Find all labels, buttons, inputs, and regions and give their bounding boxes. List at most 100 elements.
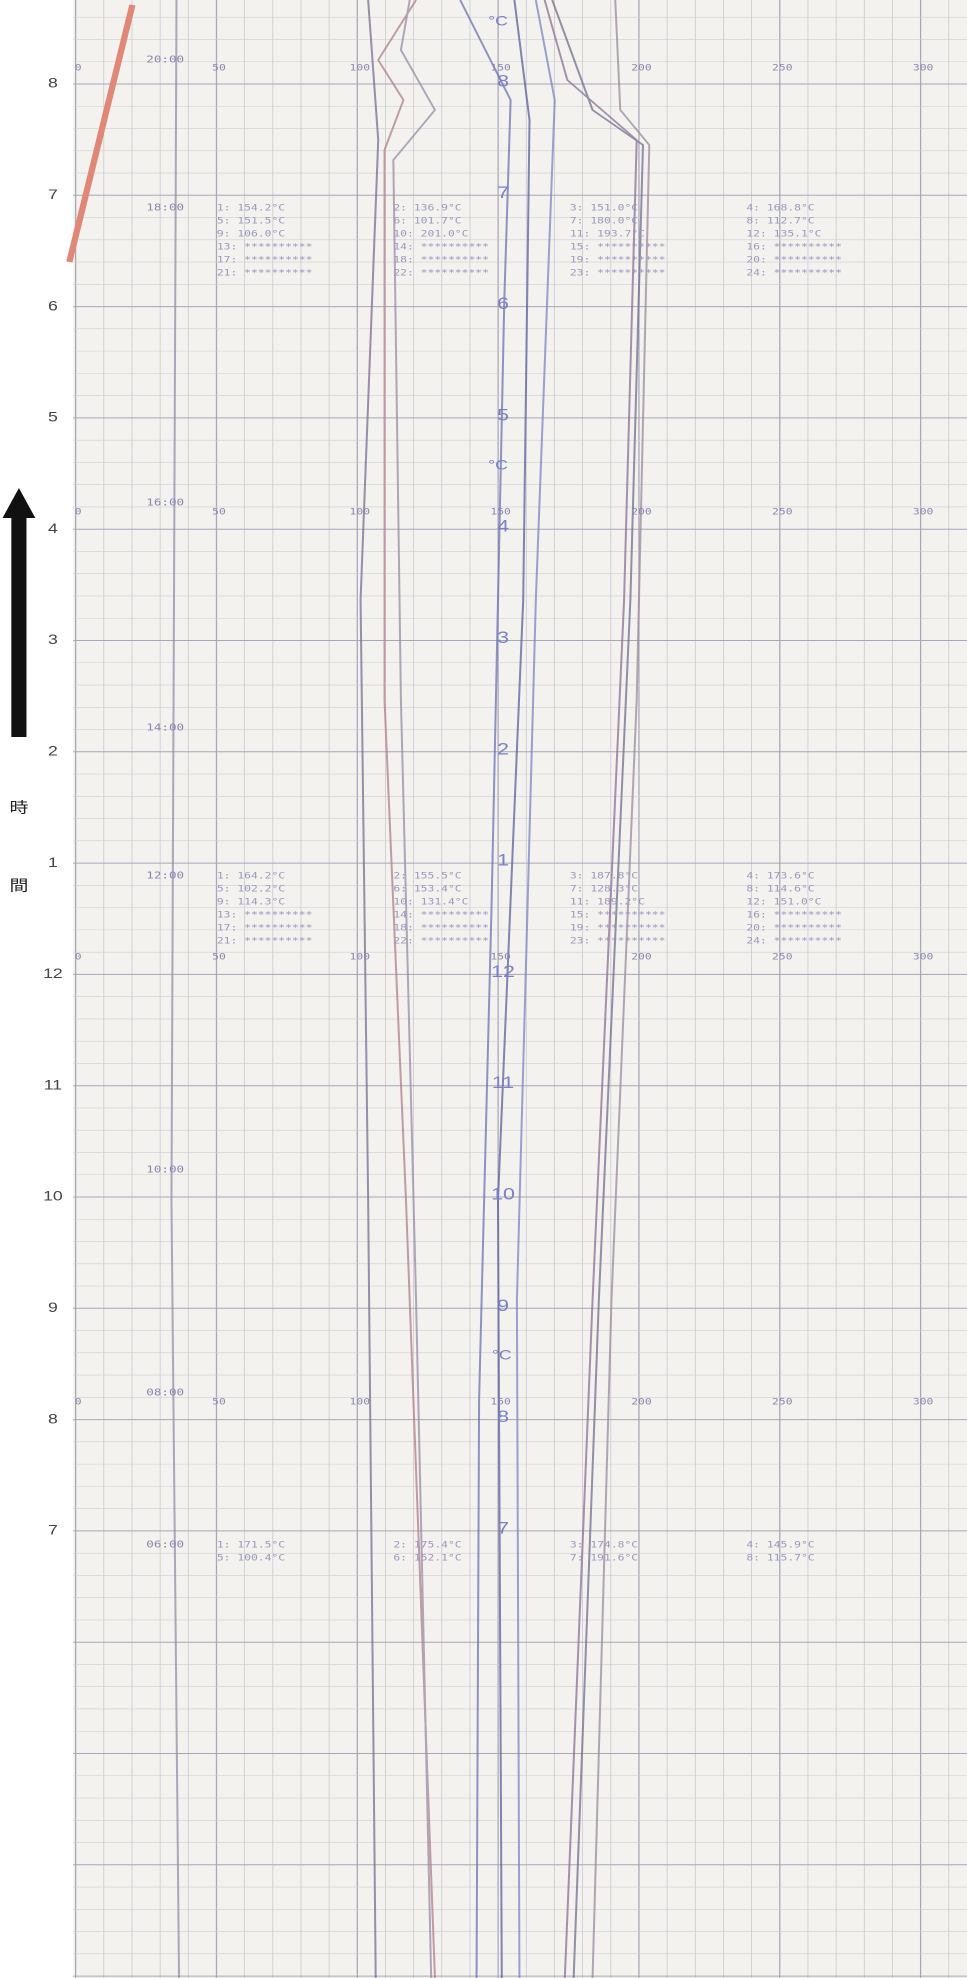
hour-label: 2: [48, 744, 58, 759]
reading: 14: **********: [393, 910, 489, 921]
unit-label: °C: [492, 1348, 512, 1363]
scale-label: 100: [350, 952, 370, 963]
reading: 9: 106.0°C: [217, 229, 285, 240]
scale-label: 100: [350, 507, 370, 518]
red-marker: [66, 4, 136, 263]
reading: 2: 155.5°C: [393, 871, 461, 882]
trace: [359, 0, 380, 1978]
scale-label: 200: [631, 952, 651, 963]
reading: 7: 191.6°C: [570, 1553, 638, 1564]
hour-label: 4: [48, 521, 58, 536]
reading: 2: 136.9°C: [393, 203, 461, 214]
reading: 17: **********: [217, 923, 313, 934]
chart-hour: 3: [497, 628, 509, 647]
reading: 13: **********: [217, 242, 313, 253]
hour-label: 12: [43, 967, 63, 982]
scale-label: 150: [490, 507, 510, 518]
trace: [459, 0, 512, 1978]
reading: 7: 180.0°C: [570, 216, 638, 227]
traces: [170, 0, 651, 1978]
reading: 16: **********: [746, 910, 842, 921]
scale-label: 50: [212, 1397, 226, 1408]
hour-label: 10: [43, 1189, 63, 1204]
reading: 6: 152.1°C: [393, 1553, 461, 1564]
reading: 12: 135.1°C: [746, 229, 821, 240]
trace: [515, 0, 556, 1978]
scale-label: 300: [913, 952, 933, 963]
reading: 17: **********: [217, 255, 313, 266]
chart-hour: 5: [497, 405, 509, 424]
reading: 15: **********: [570, 242, 666, 253]
reading: 21: **********: [217, 936, 313, 947]
reading: 19: **********: [570, 255, 666, 266]
reading: 15: **********: [570, 910, 666, 921]
chart-hour: 4: [497, 517, 509, 536]
scale-label: 200: [631, 63, 651, 74]
time-stamp: 08:00: [146, 1386, 184, 1398]
hour-label: 7: [48, 188, 58, 203]
scale-label: 0: [75, 952, 82, 963]
reading: 23: **********: [570, 268, 666, 279]
reading: 8: 114.6°C: [746, 884, 814, 895]
chart-hour: 10: [491, 1185, 515, 1204]
hour-label: 9: [48, 1301, 58, 1316]
reading: 1: 164.2°C: [217, 871, 285, 882]
reading: 9: 114.3°C: [217, 897, 285, 908]
chart-paper: [73, 0, 967, 1978]
reading: 5: 100.4°C: [217, 1553, 285, 1564]
hour-label: 7: [48, 1523, 58, 1538]
time-stamp: 18:00: [146, 201, 184, 213]
chart-hour: 6: [497, 294, 509, 313]
time-stamp: 16:00: [146, 496, 184, 508]
reading: 8: 115.7°C: [746, 1553, 814, 1564]
trace: [170, 0, 181, 1978]
chart-hour: 2: [497, 739, 509, 758]
scale-label: 0: [75, 63, 82, 74]
reading: 5: 151.5°C: [217, 216, 285, 227]
reading: 23: **********: [570, 936, 666, 947]
chart-hour: 9: [497, 1296, 509, 1315]
scale-label: 50: [212, 952, 226, 963]
chart-hour: 8: [497, 72, 509, 91]
hour-label: 11: [44, 1078, 62, 1093]
scale-label: 250: [772, 507, 792, 518]
scale-label: 300: [913, 507, 933, 518]
reading: 20: **********: [746, 255, 842, 266]
reading: 4: 145.9°C: [746, 1540, 814, 1551]
scale-label: 50: [212, 507, 226, 518]
reading: 4: 168.8°C: [746, 203, 814, 214]
reading: 2: 175.4°C: [393, 1540, 461, 1551]
reading: 6: 101.7°C: [393, 216, 461, 227]
trace: [543, 0, 638, 1978]
hour-label: 8: [48, 76, 58, 91]
scale-label: 200: [631, 507, 651, 518]
reading: 18: **********: [393, 255, 489, 266]
reading: 8: 112.7°C: [746, 216, 814, 227]
reading: 1: 171.5°C: [217, 1540, 285, 1551]
reading: 13: **********: [217, 910, 313, 921]
arrow-head: [2, 488, 36, 518]
reading: 4: 173.6°C: [746, 871, 814, 882]
reading: 7: 128.3°C: [570, 884, 638, 895]
reading: 24: **********: [746, 268, 842, 279]
reading: 18: **********: [393, 923, 489, 934]
scale-label: 250: [772, 1397, 792, 1408]
reading: 3: 151.0°C: [570, 203, 638, 214]
reading: 21: **********: [217, 268, 313, 279]
trace: [551, 0, 645, 1978]
scale-label: 0: [75, 1397, 82, 1408]
labels: 8 7 6 5 4 3 2 1 12 11 10 9 8 7 8 7 6 5 4 3 2 1 12 11 10 9 8 7 0 50 100…: [43, 14, 933, 1563]
trace: [591, 0, 651, 1978]
time-stamp: 10:00: [146, 1163, 184, 1175]
scale-label: 300: [913, 63, 933, 74]
hour-label: 8: [48, 1412, 58, 1427]
chart-hour: 8: [497, 1407, 509, 1426]
reading: 5: 102.2°C: [217, 884, 285, 895]
scale-label: 150: [490, 1397, 510, 1408]
reading: 14: **********: [393, 242, 489, 253]
chart-hour: 12: [491, 962, 515, 981]
scale-label: 100: [350, 1397, 370, 1408]
trace: [496, 0, 531, 1978]
